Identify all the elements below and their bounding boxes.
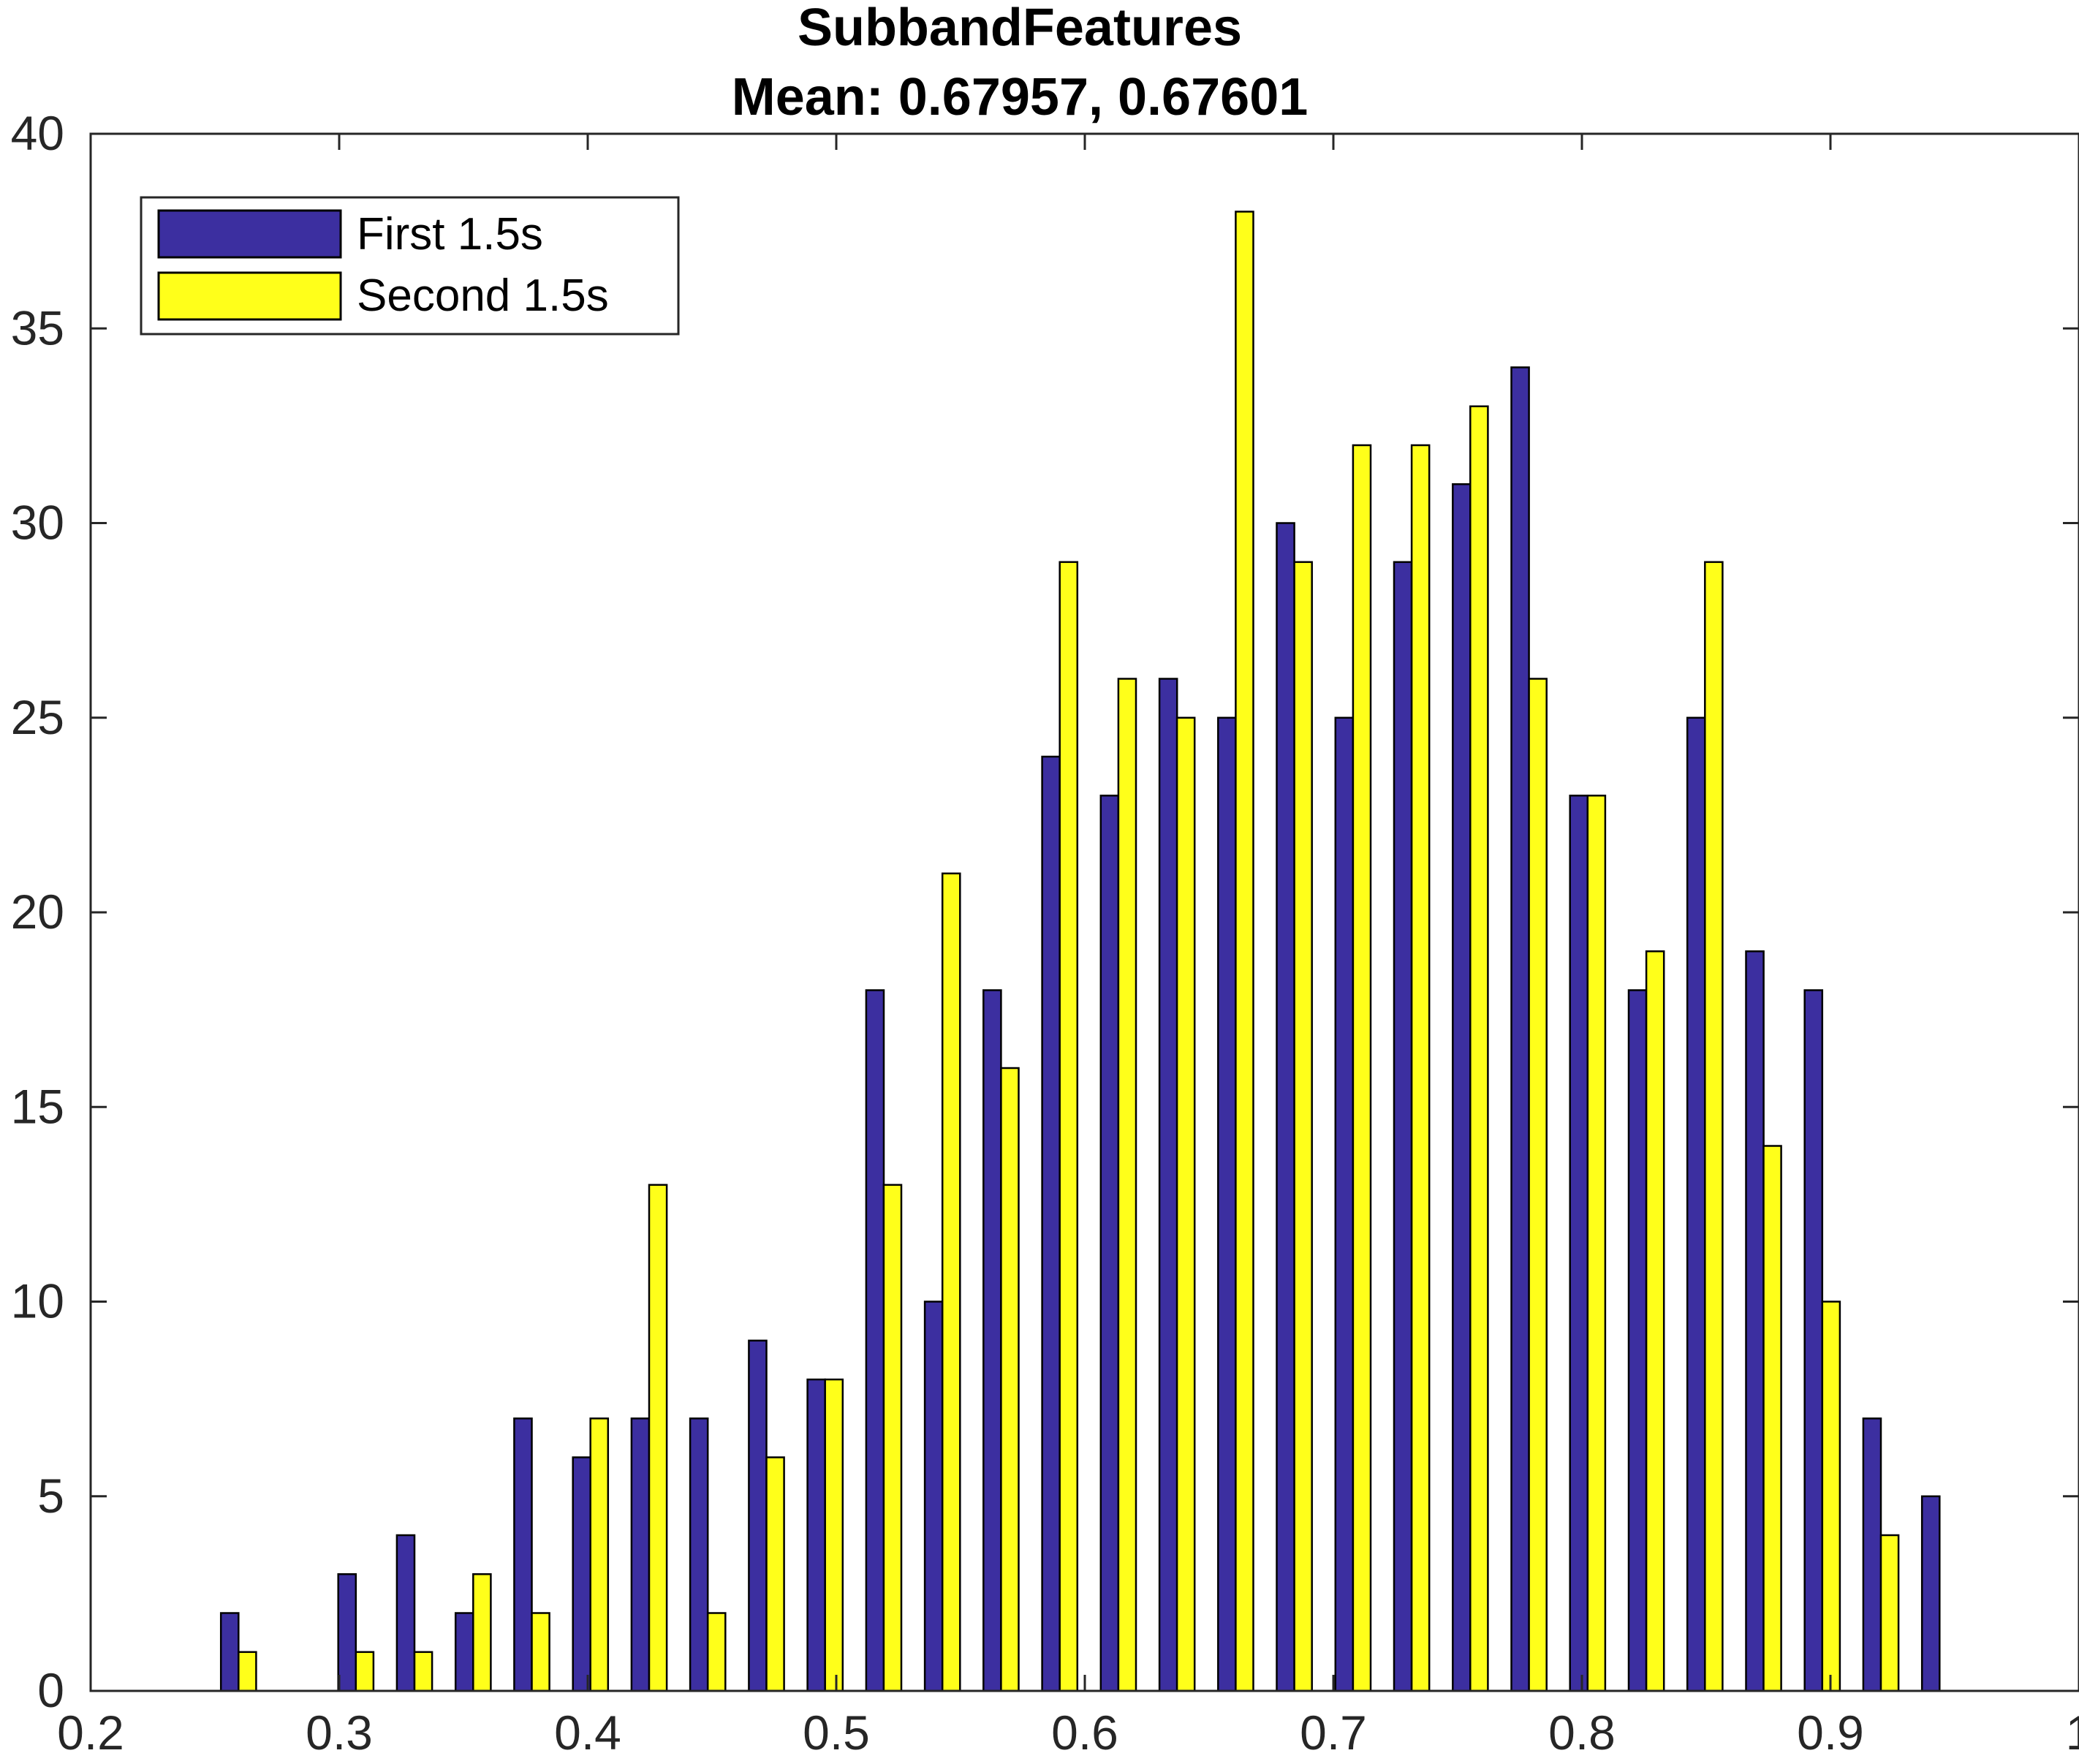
bar-second-20 [1410,444,1431,1692]
bar-first-3 [395,1534,416,1692]
plot-area-frame [89,132,2079,1692]
bar-second-26 [1762,1145,1782,1692]
bar-second-21 [1469,405,1489,1692]
bar-first-12 [923,1301,944,1692]
legend: First 1.5s Second 1.5s [140,196,680,336]
bar-second-13 [1000,1067,1020,1692]
bar-first-22 [1510,366,1530,1692]
bar-first-29 [1920,1495,1941,1692]
bar-first-10 [806,1378,826,1692]
x-tick-label: 0.2 [57,1706,124,1760]
bar-first-23 [1569,795,1589,1692]
x-tick-label: 0.5 [803,1706,870,1760]
y-tick-label: 5 [37,1469,64,1523]
bar-second-6 [589,1417,610,1692]
bar-second-9 [765,1456,785,1692]
bar-first-8 [689,1417,709,1692]
bar-second-10 [824,1378,844,1692]
bar-first-19 [1334,716,1355,1692]
bar-first-7 [630,1417,651,1692]
x-tick-label: 0.9 [1797,1706,1864,1760]
bar-second-22 [1528,678,1548,1692]
y-tick-label: 0 [37,1663,64,1717]
bar-first-4 [454,1612,474,1692]
bar-first-24 [1627,989,1648,1692]
bar-first-6 [572,1456,592,1692]
legend-label-first: First 1.5s [357,209,543,260]
bar-second-2 [355,1651,375,1692]
bar-second-28 [1879,1534,1900,1692]
bar-second-3 [413,1651,433,1692]
bar-first-21 [1452,483,1472,1692]
x-tick-label: 0.7 [1300,1706,1367,1760]
x-tick-label: 0.4 [554,1706,621,1760]
x-tick-label: 0.6 [1051,1706,1118,1760]
bar-first-20 [1393,561,1413,1692]
legend-label-second: Second 1.5s [357,270,609,321]
bar-second-4 [472,1573,492,1692]
bar-second-15 [1117,678,1137,1692]
y-tick-label: 30 [11,496,64,550]
chart-title-line-2: Mean: 0.67957, 0.67601 [732,68,1309,126]
bar-first-18 [1276,522,1295,1692]
bar-first-27 [1803,989,1824,1692]
y-tick-label: 10 [11,1274,64,1328]
bar-second-16 [1175,716,1196,1692]
legend-swatch-first [157,209,342,259]
bar-second-8 [706,1612,727,1692]
bar-second-18 [1293,561,1313,1692]
legend-swatch-second [157,271,342,321]
bar-first-16 [1158,678,1178,1692]
bar-second-5 [531,1612,550,1692]
bar-second-14 [1059,561,1079,1692]
y-tick-label: 35 [11,300,64,355]
bar-second-17 [1235,211,1254,1692]
ticks-group: 0.20.30.40.50.60.70.80.91051015202530354… [11,106,2079,1760]
y-tick-label: 15 [11,1079,64,1133]
bar-second-11 [882,1184,903,1692]
y-tick-label: 40 [11,106,64,160]
bar-first-2 [337,1573,357,1692]
bar-first-26 [1745,950,1765,1692]
x-tick-label: 1 [2066,1706,2079,1760]
bar-second-19 [1352,444,1372,1692]
y-tick-label: 20 [11,885,64,939]
bar-first-25 [1686,716,1706,1692]
bar-first-14 [1041,755,1061,1692]
bar-second-24 [1645,950,1665,1692]
bar-first-17 [1217,716,1237,1692]
bar-first-13 [982,989,1002,1692]
bar-first-11 [865,989,885,1692]
bar-first-0 [219,1612,240,1692]
bar-first-5 [513,1417,533,1692]
bar-first-9 [748,1339,768,1692]
chart-title-line-1: SubbandFeatures [798,0,1242,57]
bar-first-15 [1099,795,1120,1692]
bar-second-27 [1821,1301,1841,1692]
bars-group [219,211,1941,1692]
bar-second-0 [238,1651,257,1692]
y-tick-label: 25 [11,690,64,744]
bar-second-12 [941,872,961,1692]
bar-first-28 [1862,1417,1882,1692]
bar-second-25 [1704,561,1724,1692]
x-tick-label: 0.3 [306,1706,373,1760]
bar-second-7 [648,1184,668,1692]
x-tick-label: 0.8 [1548,1706,1616,1760]
bar-second-23 [1586,795,1607,1692]
